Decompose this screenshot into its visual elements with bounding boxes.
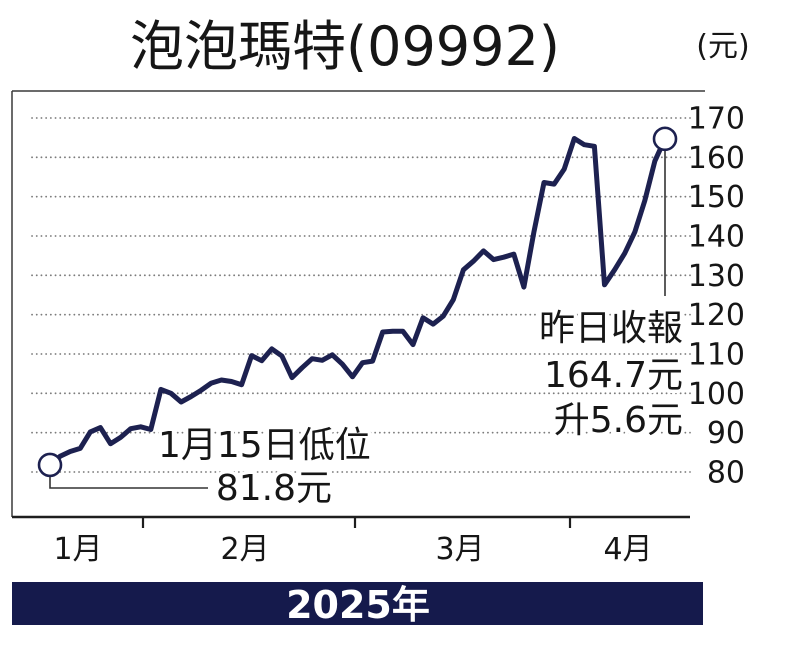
y-tick-label: 80 <box>707 456 745 491</box>
y-tick-label: 160 <box>688 141 745 176</box>
low-point-marker <box>37 452 63 478</box>
close-annotation-label: 昨日收報 <box>539 308 683 349</box>
x-tick-label-jan: 1月 <box>53 532 102 567</box>
year-banner <box>12 582 703 625</box>
low-annotation-label: 1月15日低位 <box>158 425 371 466</box>
y-tick-label: 90 <box>707 416 745 451</box>
y-tick-label: 140 <box>688 220 745 255</box>
close-annotation-price: 164.7元 <box>544 355 683 396</box>
unit-label: (元) <box>696 29 749 64</box>
low-leader-line <box>49 475 208 489</box>
year-label: 2025年 <box>286 583 430 627</box>
x-tick-label-feb: 2月 <box>220 532 269 567</box>
y-tick-label: 120 <box>688 298 745 333</box>
chart-title: 泡泡瑪特(09992) <box>130 15 560 78</box>
close-point-marker <box>652 126 678 152</box>
y-axis-tick-labels: 80 90 100 110 120 130 140 150 160 170 <box>688 102 745 491</box>
low-annotation-price: 81.8元 <box>216 468 332 509</box>
y-tick-label: 130 <box>688 259 745 294</box>
x-tick-label-mar: 3月 <box>435 532 484 567</box>
price-series-line <box>47 136 668 468</box>
y-tick-label: 150 <box>688 180 745 215</box>
y-tick-label: 170 <box>688 102 745 137</box>
close-annotation-change: 升5.6元 <box>554 400 683 441</box>
x-tick-label-apr: 4月 <box>603 532 652 567</box>
gridlines <box>31 117 691 473</box>
y-tick-label: 110 <box>688 338 745 373</box>
y-tick-label: 100 <box>688 377 745 412</box>
